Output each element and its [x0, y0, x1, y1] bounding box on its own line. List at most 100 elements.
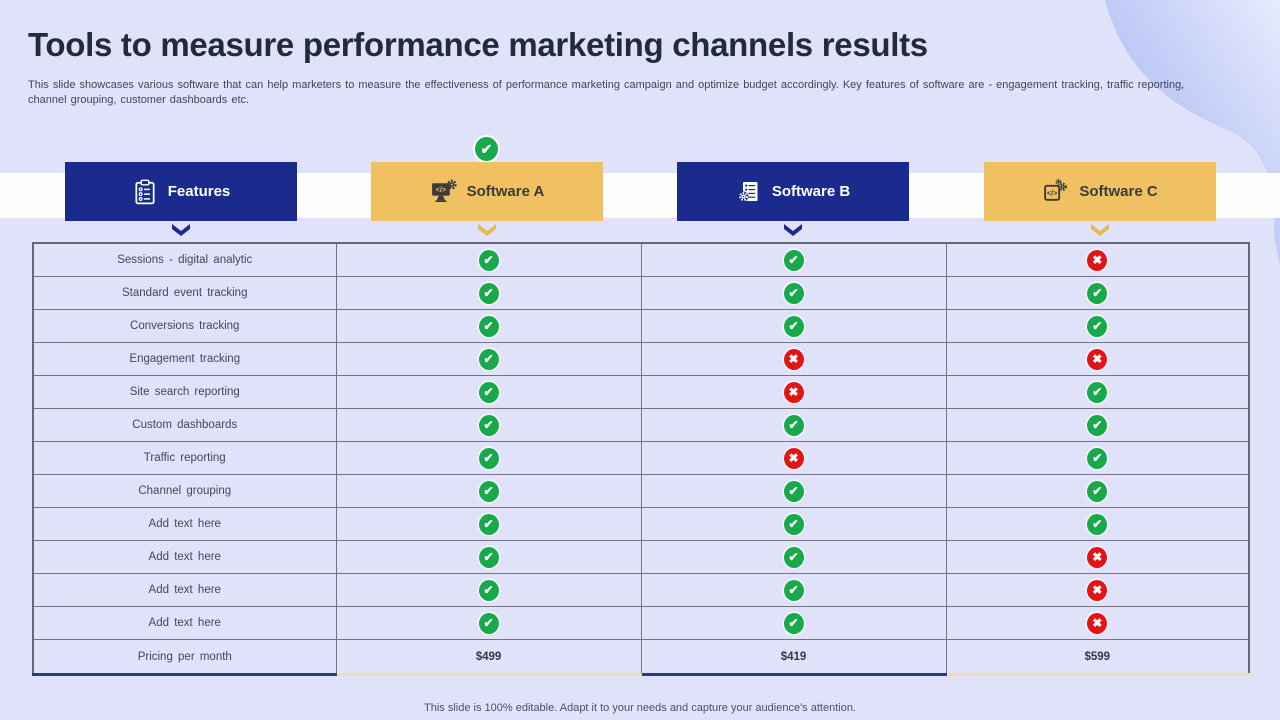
check-icon: ✔ [478, 348, 499, 370]
table-row: Sessions - digital analytic ✔ ✔ ✖ [32, 242, 1250, 277]
check-icon: ✔ [478, 447, 499, 469]
check-icon: ✔ [478, 513, 499, 535]
status-cell: ✔ [640, 507, 947, 541]
clipboard-checklist-icon [135, 179, 155, 204]
status-cell: ✔ [640, 474, 947, 508]
status-cell: ✔ [335, 342, 642, 376]
feature-label: Channel grouping [32, 474, 337, 508]
status-cell: ✖ [945, 540, 1250, 574]
check-icon: ✔ [783, 480, 804, 502]
check-icon: ✔ [478, 249, 499, 271]
status-cell: ✔ [945, 309, 1250, 343]
slide-footer-note: This slide is 100% editable. Adapt it to… [424, 702, 856, 714]
table-row: Channel grouping ✔ ✔ ✔ [32, 474, 1250, 508]
cross-icon: ✖ [1087, 579, 1108, 601]
column-header-software-a[interactable]: </> Software A [371, 162, 603, 221]
code-window-gear-icon: </> [1044, 178, 1068, 201]
check-icon: ✔ [783, 579, 804, 601]
status-cell: ✖ [640, 441, 947, 475]
table-row: Custom dashboards ✔ ✔ ✔ [32, 408, 1250, 442]
status-cell: ✔ [335, 573, 642, 607]
pricing-software-b: $419 [640, 639, 947, 676]
feature-label: Add text here [32, 507, 337, 541]
chevron-down-icon [172, 224, 190, 236]
table-row: Add text here ✔ ✔ ✖ [32, 540, 1250, 574]
status-cell: ✖ [945, 342, 1250, 376]
cross-icon: ✖ [1087, 612, 1108, 634]
check-icon: ✔ [478, 612, 499, 634]
check-icon: ✔ [783, 282, 804, 304]
column-header-features[interactable]: Features [65, 162, 297, 221]
check-icon: ✔ [478, 414, 499, 436]
status-cell: ✔ [945, 441, 1250, 475]
table-row: Conversions tracking ✔ ✔ ✔ [32, 309, 1250, 343]
feature-label: Custom dashboards [32, 408, 337, 442]
check-icon: ✔ [783, 513, 804, 535]
chevron-down-icon [478, 224, 496, 236]
feature-label: Site search reporting [32, 375, 337, 409]
document-gear-icon [738, 181, 758, 201]
check-icon: ✔ [783, 249, 804, 271]
comparison-table: Sessions - digital analytic ✔ ✔ ✖ Standard e… [32, 242, 1250, 676]
table-row: Site search reporting ✔ ✖ ✔ [32, 375, 1250, 409]
check-icon: ✔ [1087, 282, 1108, 304]
pricing-software-c: $599 [945, 639, 1250, 676]
table-row: Add text here ✔ ✔ ✖ [32, 573, 1250, 607]
check-icon: ✔ [783, 315, 804, 337]
check-icon: ✔ [783, 612, 804, 634]
check-icon: ✔ [475, 137, 498, 161]
column-header-label: Software C [1079, 183, 1158, 200]
status-cell: ✖ [945, 242, 1250, 277]
comparison-table-body: Sessions - digital analytic ✔ ✔ ✖ Standard e… [32, 242, 1250, 640]
status-cell: ✔ [945, 507, 1250, 541]
check-icon: ✔ [478, 315, 499, 337]
check-icon: ✔ [478, 546, 499, 568]
column-header-label: Software A [466, 183, 545, 200]
cross-icon: ✖ [783, 381, 804, 403]
feature-label: Engagement tracking [32, 342, 337, 376]
cross-icon: ✖ [1087, 249, 1108, 271]
status-cell: ✖ [640, 342, 947, 376]
check-icon: ✔ [1087, 513, 1108, 535]
chevron-down-icon [784, 224, 802, 236]
slide-subtitle: This slide showcases various software th… [28, 79, 1185, 107]
status-cell: ✔ [335, 408, 642, 442]
pricing-software-a: $499 [335, 639, 642, 676]
feature-label: Add text here [32, 540, 337, 574]
column-header-software-c[interactable]: </> Software C [984, 162, 1216, 221]
table-row: Add text here ✔ ✔ ✖ [32, 606, 1250, 640]
table-row: Add text here ✔ ✔ ✔ [32, 507, 1250, 541]
cross-icon: ✖ [783, 447, 804, 469]
feature-label: Conversions tracking [32, 309, 337, 343]
status-cell: ✔ [335, 606, 642, 640]
status-cell: ✔ [335, 474, 642, 508]
check-icon: ✔ [1087, 480, 1108, 502]
page-title: Tools to measure performance marketing c… [28, 26, 928, 63]
status-cell: ✔ [640, 309, 947, 343]
svg-text:</>: </> [435, 185, 445, 194]
svg-text:</>: </> [1047, 189, 1057, 198]
status-cell: ✔ [945, 375, 1250, 409]
column-header-label: Features [167, 183, 231, 200]
column-header-software-b[interactable]: Software B [677, 162, 909, 221]
status-cell: ✔ [335, 375, 642, 409]
table-row: Engagement tracking ✔ ✖ ✖ [32, 342, 1250, 376]
feature-label: Add text here [32, 573, 337, 607]
check-icon: ✔ [1087, 414, 1108, 436]
check-icon: ✔ [1087, 447, 1108, 469]
status-cell: ✔ [335, 540, 642, 574]
column-header-label: Software B [771, 183, 851, 200]
check-icon: ✔ [478, 282, 499, 304]
status-cell: ✔ [640, 540, 947, 574]
status-cell: ✖ [640, 375, 947, 409]
selected-column-indicator: ✔ [475, 137, 498, 161]
status-cell: ✔ [335, 242, 642, 277]
chevron-down-icon [1091, 224, 1109, 236]
cross-icon: ✖ [1087, 348, 1108, 370]
cross-icon: ✖ [1087, 546, 1108, 568]
check-icon: ✔ [1087, 315, 1108, 337]
check-icon: ✔ [478, 480, 499, 502]
status-cell: ✔ [335, 309, 642, 343]
status-cell: ✔ [640, 242, 947, 277]
status-cell: ✔ [335, 507, 642, 541]
